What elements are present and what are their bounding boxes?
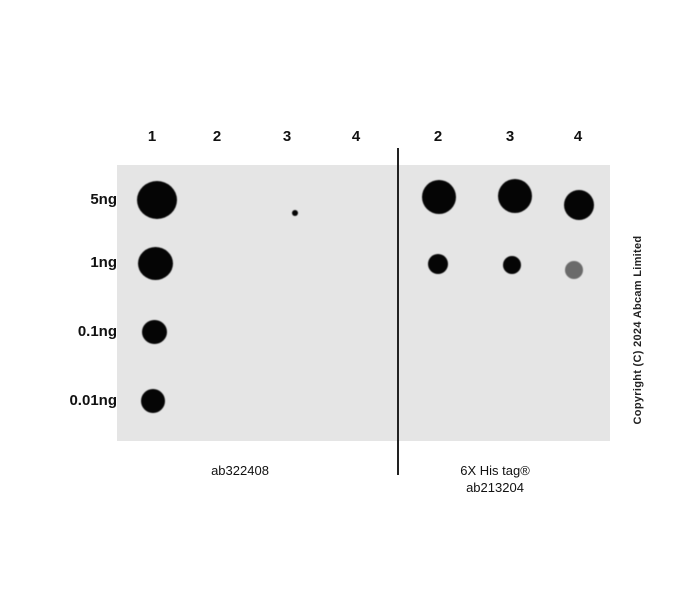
dot (138, 247, 173, 280)
dot (137, 181, 177, 219)
lane-label-2-right: 2 (433, 128, 443, 145)
caption-right-line1: 6X His tag® (460, 463, 530, 478)
copyright-text: Copyright (C) 2024 Abcam Limited (632, 235, 644, 425)
membrane (117, 165, 610, 441)
dot (503, 256, 521, 274)
lane-label-3: 3 (282, 128, 292, 145)
caption-right-line2: ab213204 (466, 480, 524, 495)
row-label-0.1ng: 0.1ng (77, 323, 117, 340)
lane-label-4: 4 (351, 128, 361, 145)
row-label-5ng: 5ng (90, 191, 117, 208)
row-label-0.01ng: 0.01ng (69, 392, 117, 409)
lane-label-2: 2 (212, 128, 222, 145)
dot (564, 190, 594, 220)
lane-label-3-right: 3 (505, 128, 515, 145)
lane-label-4-right: 4 (573, 128, 583, 145)
dot (142, 320, 167, 344)
row-label-1ng: 1ng (90, 254, 117, 271)
dot (292, 210, 298, 216)
caption-left: ab322408 (211, 463, 269, 478)
dot (428, 254, 448, 274)
divider-line (397, 148, 399, 475)
lane-label-1: 1 (147, 128, 157, 145)
dot (565, 261, 583, 279)
dot (141, 389, 165, 413)
dot (422, 180, 456, 214)
dot (498, 179, 532, 213)
